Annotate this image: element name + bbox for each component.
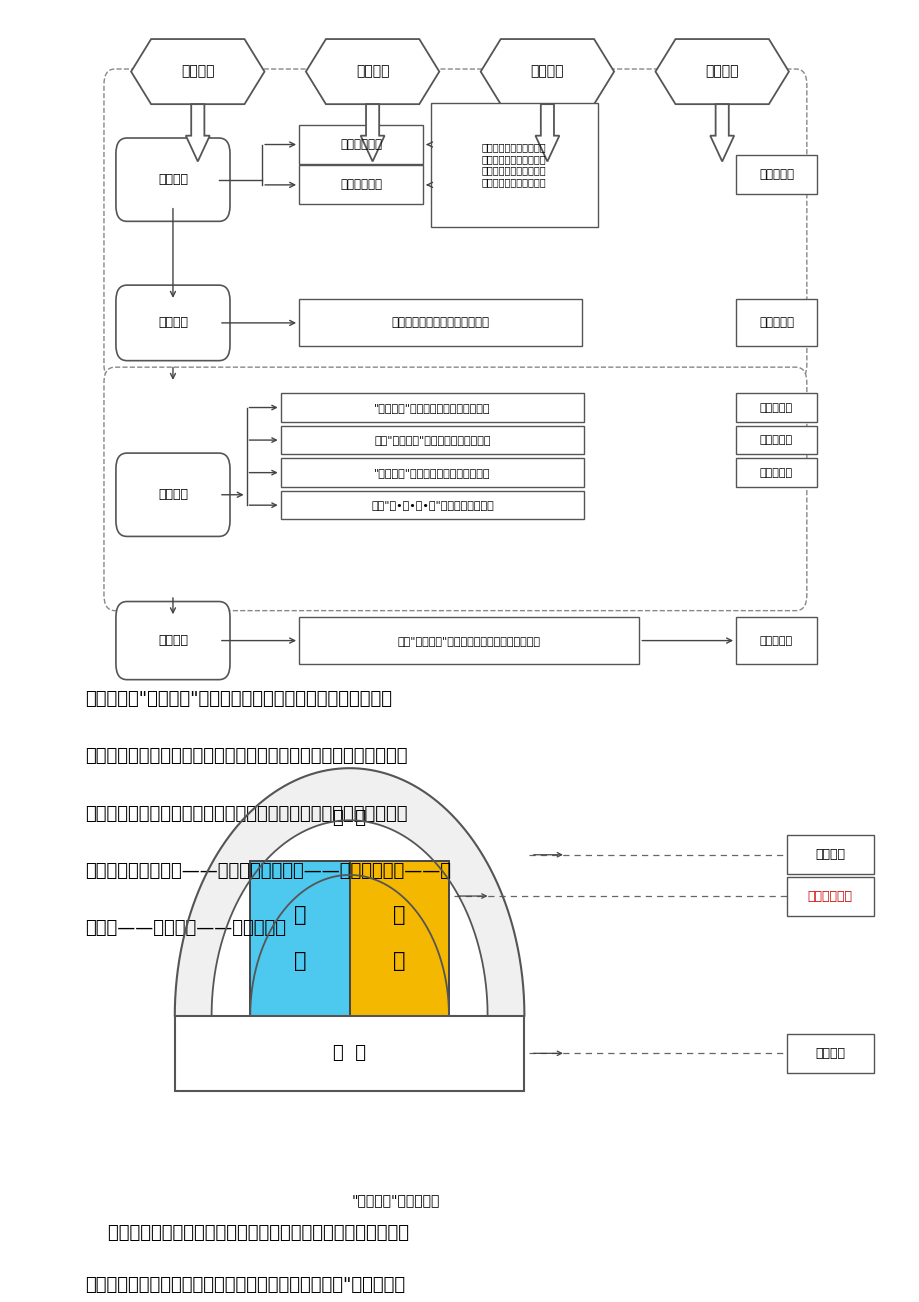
Polygon shape: [306, 39, 439, 104]
Text: 五个流程：明确目的——选择（设计）量表——分组合作观察——实: 五个流程：明确目的——选择（设计）量表——分组合作观察——实: [85, 862, 450, 880]
Polygon shape: [175, 768, 524, 1016]
Bar: [735, 617, 816, 664]
FancyBboxPatch shape: [116, 602, 230, 680]
Polygon shape: [211, 820, 487, 1016]
Text: 备  课: 备 课: [333, 1044, 366, 1062]
Bar: [786, 876, 873, 915]
Bar: [175, 1016, 524, 1091]
Text: 类体系的视域下，以全面、客观的实证信息对某一主题进行全方位的: 类体系的视域下，以全面、客观的实证信息对某一主题进行全方位的: [85, 747, 407, 766]
Text: 案例研究法: 案例研究法: [759, 467, 792, 478]
Text: 基于"四维观课"的校本教研范式的建构: 基于"四维观课"的校本教研范式的建构: [374, 435, 490, 445]
Bar: [430, 103, 597, 227]
Bar: [280, 491, 584, 519]
Polygon shape: [481, 39, 614, 104]
Text: 教学现状，以识字单元第一课《场景歌》为课例，开展"识字教学的: 教学现状，以识字单元第一课《场景歌》为课例，开展"识字教学的: [85, 1276, 404, 1294]
Text: 现实背景分析: 现实背景分析: [340, 138, 381, 151]
FancyBboxPatch shape: [116, 138, 230, 221]
Bar: [786, 836, 873, 875]
Polygon shape: [709, 104, 733, 161]
Polygon shape: [131, 39, 265, 104]
Text: 提出问题: 提出问题: [158, 316, 187, 329]
Text: "四维观课"课堂常规优化共研体的形成: "四维观课"课堂常规优化共研体的形成: [374, 467, 490, 478]
Text: 学中观察是"四维观课"中最核心的一个环节，它在多维量表和分: 学中观察是"四维观课"中最核心的一个环节，它在多维量表和分: [85, 690, 391, 708]
Text: 行动研究法: 行动研究法: [759, 402, 792, 413]
Text: 经验总结法: 经验总结法: [759, 635, 792, 646]
Text: 研究目标: 研究目标: [356, 65, 389, 78]
FancyBboxPatch shape: [104, 367, 806, 611]
Bar: [280, 458, 584, 487]
FancyBboxPatch shape: [104, 69, 806, 380]
Polygon shape: [186, 104, 210, 161]
Bar: [735, 458, 816, 487]
Text: 教

师: 教 师: [293, 905, 306, 971]
Text: 证分析——总结报告——形成课例。: 证分析——总结报告——形成课例。: [85, 919, 285, 937]
Text: 结合课堂全息观察技术，针对统编版二年级上册语文教材的课堂: 结合课堂全息观察技术，针对统编版二年级上册语文教材的课堂: [85, 1224, 408, 1242]
Text: 准备阶段: 准备阶段: [158, 173, 187, 186]
Polygon shape: [535, 104, 559, 161]
Text: 比较研究法: 比较研究法: [759, 435, 792, 445]
Text: 研究方法: 研究方法: [705, 65, 738, 78]
Text: 调查研究法: 调查研究法: [758, 168, 793, 181]
Text: 研究过程: 研究过程: [181, 65, 214, 78]
Text: 观察分析，是一种专业化、技术难度较高的观课模式，该模式大致有: 观察分析，是一种专业化、技术难度较高的观课模式，该模式大致有: [85, 805, 407, 823]
FancyBboxPatch shape: [116, 453, 230, 536]
Bar: [735, 426, 816, 454]
Text: 学

生: 学 生: [392, 905, 405, 971]
Text: 解决阶段: 解决阶段: [158, 488, 187, 501]
Bar: [299, 299, 582, 346]
Text: 理论背景分析: 理论背景分析: [340, 178, 381, 191]
Text: 致力"学•教•评•研"一体化的实践研究: 致力"学•教•评•研"一体化的实践研究: [370, 500, 494, 510]
FancyBboxPatch shape: [116, 285, 230, 361]
Bar: [299, 125, 423, 164]
Text: 总结阶段: 总结阶段: [158, 634, 187, 647]
Text: 文献研究法: 文献研究法: [758, 316, 793, 329]
Bar: [349, 861, 448, 1016]
Text: 准备不足，听与评随意化
任务盲腿，听与评形式化
重点偏移，教与学脱离化
组织涣散，研与修低效化: 准备不足，听与评随意化 任务盲腿，听与评形式化 重点偏移，教与学脱离化 组织涣散…: [482, 142, 546, 187]
Bar: [299, 165, 423, 204]
Bar: [735, 299, 816, 346]
Polygon shape: [654, 39, 789, 104]
Bar: [299, 617, 639, 664]
Bar: [735, 393, 816, 422]
Text: 基础维度: 基础维度: [814, 1047, 845, 1060]
Bar: [280, 393, 584, 422]
Text: 效  果: 效 果: [333, 809, 366, 827]
Bar: [786, 1034, 873, 1073]
Text: 两个核心维度: 两个核心维度: [807, 889, 852, 902]
Text: 综合维度: 综合维度: [814, 849, 845, 861]
Text: 研究内容: 研究内容: [530, 65, 563, 78]
Text: 基于"四维观课"课堂常规优化共研体的成效分析: 基于"四维观课"课堂常规优化共研体的成效分析: [397, 635, 540, 646]
Bar: [250, 861, 349, 1016]
Text: 四维观课：课堂常规优化共研体: 四维观课：课堂常规优化共研体: [391, 316, 489, 329]
Bar: [735, 155, 816, 194]
Bar: [280, 426, 584, 454]
Polygon shape: [360, 104, 384, 161]
Text: "四维观课"整体观察框架与量表的开发: "四维观课"整体观察框架与量表的开发: [374, 402, 490, 413]
Text: "四维观课"基本框架图: "四维观课"基本框架图: [351, 1194, 439, 1207]
